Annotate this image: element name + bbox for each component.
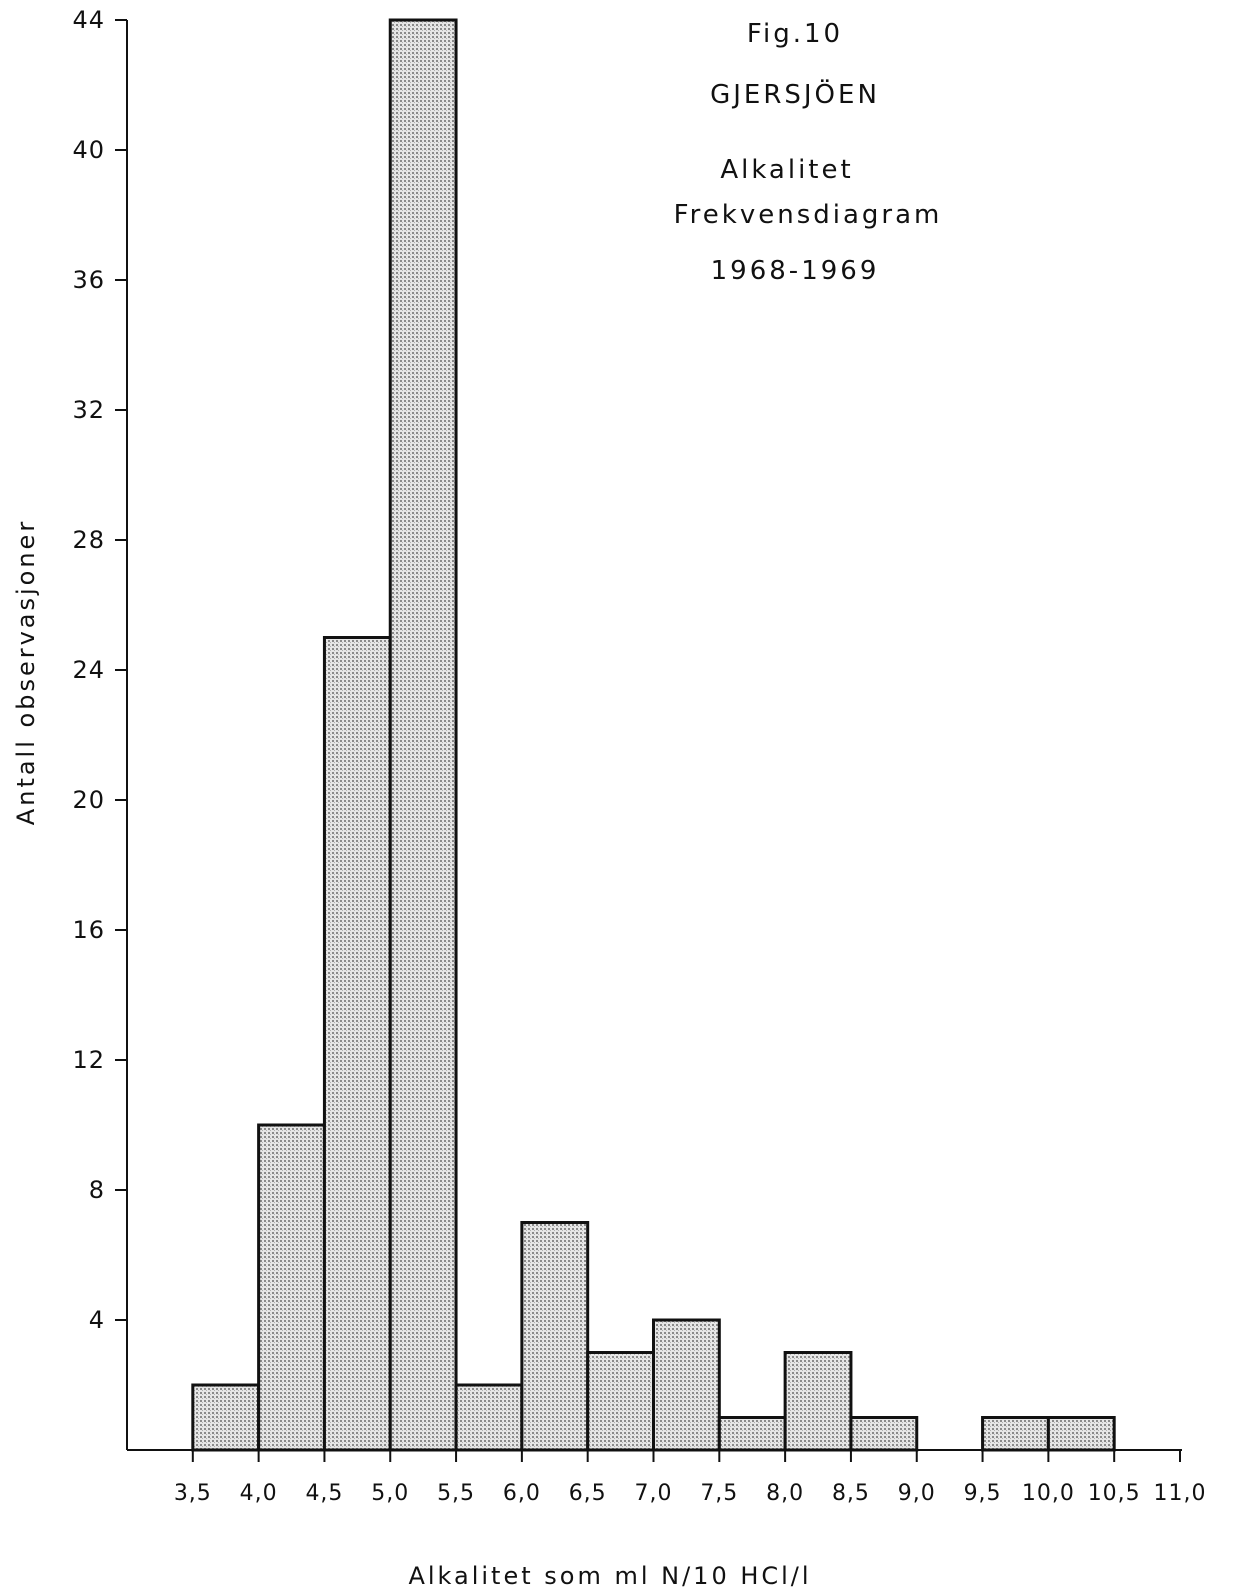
histogram-bar — [454, 1383, 524, 1452]
histogram-bar — [191, 1383, 261, 1452]
histogram-bar — [849, 1416, 919, 1452]
x-tick-label: 11,0 — [1154, 1481, 1207, 1506]
y-tick-label: 16 — [72, 916, 105, 944]
x-tick-label: 6,0 — [503, 1481, 541, 1506]
histogram-bar — [388, 18, 458, 1452]
x-ticks-layer: 3,5 4,0 4,5 5,0 5,5 6,0 6,5 7,0 7,5 8,0 8,5 9,0 9,5 1… — [174, 1450, 1207, 1506]
y-tick-label: 32 — [72, 396, 105, 424]
x-tick-label: 8,5 — [832, 1481, 870, 1506]
x-tick-label: 9,5 — [964, 1481, 1002, 1506]
y-tick-label: 28 — [72, 526, 105, 554]
y-tick-label: 4 — [89, 1306, 105, 1334]
title-line-parameter: Alkalitet — [720, 155, 853, 185]
histogram-bar — [783, 1351, 853, 1452]
y-tick-label: 24 — [72, 656, 105, 684]
histogram-bar — [520, 1221, 590, 1452]
x-tick-label: 7,5 — [700, 1481, 738, 1506]
x-axis-label: Alkalitet som ml N/10 HCl/l — [408, 1562, 811, 1590]
histogram-bar — [717, 1416, 787, 1452]
histogram-bar — [981, 1416, 1050, 1452]
title-line-fig: Fig.10 — [747, 19, 843, 49]
x-tick-label: 9,0 — [898, 1481, 936, 1506]
title-line-years: 1968-1969 — [711, 256, 880, 286]
title-block: Fig.10 GJERSJÖEN Alkalitet Frekvensdiagr… — [674, 19, 943, 286]
x-tick-label: 4,5 — [305, 1481, 343, 1506]
title-line-lake: GJERSJÖEN — [710, 78, 880, 110]
x-tick-label: 8,0 — [766, 1481, 804, 1506]
y-tick-label: 40 — [72, 136, 105, 164]
x-tick-label: 5,0 — [371, 1481, 409, 1506]
histogram-bar — [586, 1351, 655, 1452]
y-axis-label: Antall observasjoner — [12, 519, 40, 825]
histogram-bar — [652, 1318, 721, 1452]
y-tick-label: 20 — [72, 786, 105, 814]
y-ticks-layer: 4 8 12 16 20 24 28 32 36 40 44 — [72, 6, 127, 1334]
y-tick-label: 44 — [72, 6, 105, 34]
x-tick-label: 10,5 — [1088, 1481, 1141, 1506]
x-tick-label: 7,0 — [635, 1481, 673, 1506]
x-tick-label: 10,0 — [1022, 1481, 1075, 1506]
x-tick-label: 3,5 — [174, 1481, 212, 1506]
x-tick-label: 6,5 — [569, 1481, 607, 1506]
histogram-bar — [1046, 1416, 1116, 1452]
histogram-bar — [257, 1123, 326, 1452]
title-line-diagram-type: Frekvensdiagram — [674, 200, 943, 230]
x-tick-label: 4,0 — [240, 1481, 278, 1506]
y-tick-label: 8 — [89, 1176, 105, 1204]
y-tick-label: 12 — [72, 1046, 105, 1074]
bars-layer — [191, 18, 1116, 1452]
x-tick-label: 5,5 — [437, 1481, 475, 1506]
histogram-bar — [322, 636, 392, 1452]
y-tick-label: 36 — [72, 266, 105, 294]
